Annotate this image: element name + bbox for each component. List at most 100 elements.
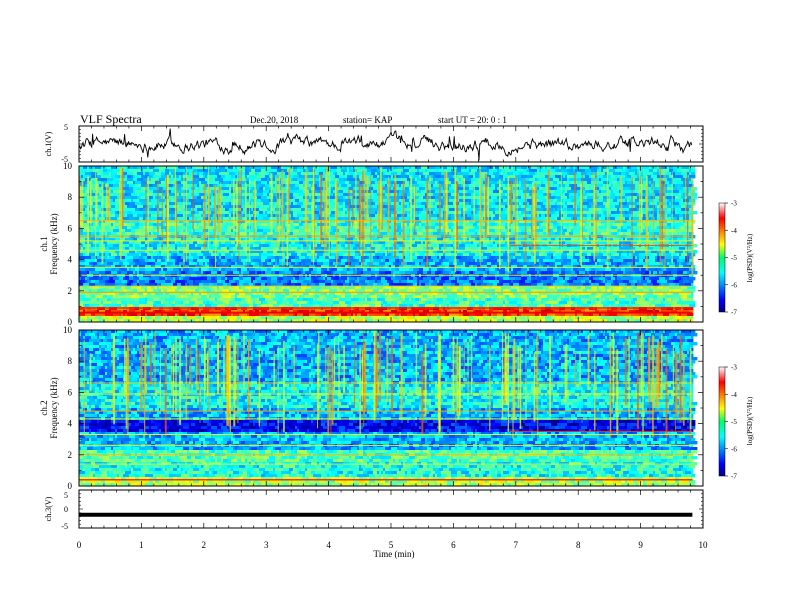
spectrogram-cell — [659, 196, 664, 200]
spectrogram-cell — [535, 247, 542, 251]
spectrogram-cell — [637, 256, 640, 260]
spectrogram-cell — [209, 226, 212, 230]
spectrogram-cell — [373, 190, 378, 194]
spectrogram-cell — [215, 178, 222, 182]
spectrogram-cell — [561, 196, 568, 200]
spectrogram-cell — [263, 232, 268, 236]
spectrogram-cell — [491, 247, 496, 251]
spectrogram-cell — [561, 247, 566, 251]
spectrogram-cell — [349, 223, 352, 227]
spectrogram-cell — [229, 178, 234, 182]
spectrogram-cell — [205, 217, 210, 221]
spectrogram-cell — [161, 247, 168, 251]
spectrogram-cell — [435, 196, 442, 200]
spectrogram-cell — [627, 226, 632, 230]
spectrogram-cell — [305, 193, 312, 197]
spectrogram-cell — [355, 181, 360, 185]
spectrogram-cell — [367, 250, 370, 254]
spectrogram-cell — [537, 208, 544, 212]
spectrogram-cell — [285, 229, 288, 233]
spectrogram-cell — [579, 256, 582, 260]
spectrogram-cell — [561, 232, 566, 236]
spectrogram-cell — [271, 244, 276, 248]
spectrogram-cell — [415, 202, 418, 206]
spectrogram-cell — [647, 238, 650, 242]
spectrogram-cell — [261, 220, 264, 224]
spectrogram-cell — [471, 244, 478, 248]
spectrogram-cell — [209, 259, 216, 263]
spectrogram-cell — [649, 214, 654, 218]
spectrogram-cell — [477, 238, 482, 242]
spectrogram-cell — [247, 256, 250, 260]
spectrogram-cell — [249, 217, 252, 221]
spectrogram-cell — [535, 238, 542, 242]
spectrogram-cell — [289, 199, 296, 203]
spectrogram-cell — [439, 247, 442, 251]
spectrogram-cell — [409, 229, 416, 233]
spectrogram-cell — [117, 232, 122, 236]
spectrogram-cell — [97, 190, 102, 194]
spectrogram-cell — [361, 223, 364, 227]
spectrogram-cell — [395, 259, 400, 263]
spectrogram-cell — [107, 214, 110, 218]
spectrogram-cell — [383, 193, 386, 197]
spectrogram-cell — [249, 187, 252, 191]
spectrogram-cell — [199, 190, 206, 194]
spectrogram-cell — [373, 241, 378, 245]
spectrogram-cell — [473, 181, 478, 185]
spectrogram-cell — [153, 205, 156, 209]
spectrogram-cell — [129, 244, 134, 248]
spectrogram-cell — [345, 196, 348, 200]
spectrogram-cell — [601, 238, 604, 242]
spectrogram-cell — [211, 202, 218, 206]
spectrogram-cell — [177, 244, 184, 248]
spectrogram-cell — [133, 172, 136, 176]
spectrogram-cell — [407, 208, 412, 212]
spectrogram-cell — [363, 247, 368, 251]
spectrogram-cell — [169, 232, 172, 236]
spectrogram-cell — [467, 238, 470, 242]
spectrogram-cell — [293, 226, 296, 230]
spectrogram-cell — [445, 250, 452, 254]
spectrogram-cell — [455, 256, 462, 260]
spectrogram-cell — [299, 256, 306, 260]
spectrogram-cell — [641, 226, 646, 230]
spectrogram-cell — [505, 193, 508, 197]
spectrogram-cell — [397, 253, 400, 257]
spectrogram-cell — [331, 247, 338, 251]
spectrogram-cell — [149, 205, 154, 209]
spectrogram-cell — [231, 241, 236, 245]
spectrogram-cell — [299, 205, 302, 209]
spectrogram-cell — [293, 232, 300, 236]
spectrogram-cell — [501, 238, 504, 242]
spectrogram-cell — [649, 166, 652, 170]
spectrogram-cell — [253, 208, 260, 212]
spectrogram-cell — [333, 193, 336, 197]
spectrogram-cell — [657, 205, 662, 209]
spectrogram-cell — [277, 205, 284, 209]
spectrogram-cell — [341, 211, 346, 215]
spectrogram-cell — [351, 214, 354, 218]
spectrogram-cell — [395, 247, 400, 251]
spectrogram-cell — [91, 229, 94, 233]
spectrogram-cell — [683, 187, 686, 191]
spectrogram-cell — [577, 211, 582, 215]
spectrogram-cell — [219, 229, 222, 233]
spectrogram-cell — [449, 214, 452, 218]
spectrogram-cell — [125, 247, 130, 251]
spectrogram-cell — [621, 238, 624, 242]
spectrogram-cell — [213, 181, 220, 185]
spectrogram-cell — [623, 250, 628, 254]
spectrogram-cell — [471, 247, 476, 251]
spectrogram-cell — [365, 172, 372, 176]
spectrogram-cell — [337, 247, 344, 251]
spectrogram-cell — [439, 178, 446, 182]
spectrogram-cell — [681, 166, 684, 170]
spectrogram-cell — [303, 169, 306, 173]
spectrogram-cell — [541, 169, 548, 173]
spectrogram-cell — [569, 232, 574, 236]
spectrogram-cell — [619, 256, 622, 260]
spectrogram-cell — [423, 229, 426, 233]
spectrogram-cell — [425, 205, 428, 209]
spectrogram-cell — [389, 250, 394, 254]
